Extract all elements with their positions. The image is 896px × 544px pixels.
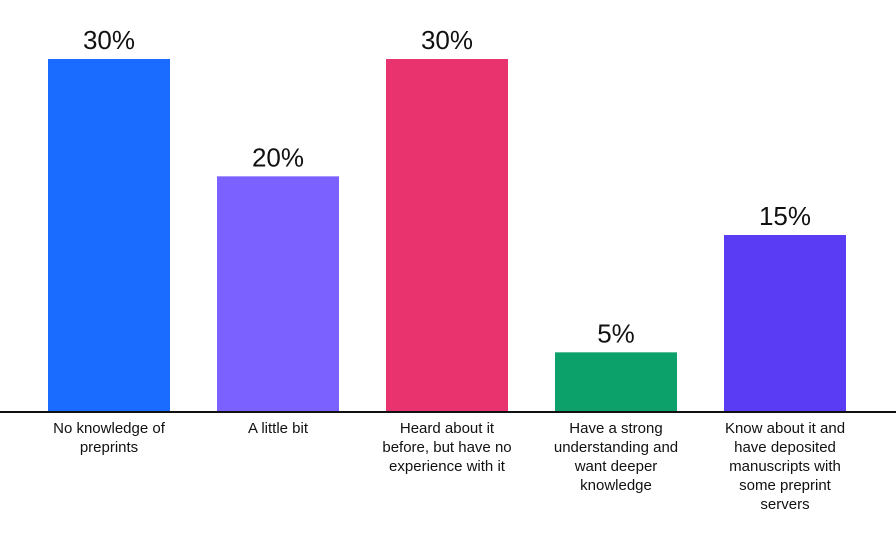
category-label: No knowledge of preprints — [53, 420, 165, 456]
bar — [555, 352, 677, 411]
bar — [217, 176, 339, 411]
value-label: 30% — [421, 25, 473, 55]
category-label: Heard about it before, but have no exper… — [382, 420, 512, 475]
bar — [724, 235, 846, 411]
value-label: 5% — [597, 318, 635, 348]
value-label: 20% — [252, 142, 304, 172]
bar — [48, 59, 170, 411]
category-label: Know about it and have deposited manuscr… — [724, 420, 846, 513]
value-label: 30% — [83, 25, 135, 55]
bar — [386, 59, 508, 411]
category-label: A little bit — [247, 420, 309, 437]
category-label: Have a strong understanding and want dee… — [553, 420, 679, 494]
value-label: 15% — [759, 201, 811, 231]
